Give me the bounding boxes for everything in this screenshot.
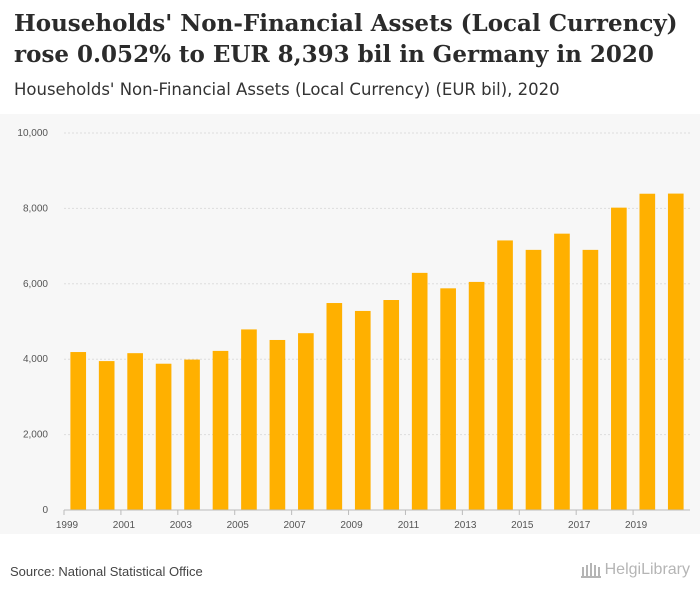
chart-subtitle: Households' Non-Financial Assets (Local … — [14, 80, 560, 99]
x-tick-label: 2003 — [170, 520, 193, 531]
bar-chart: 0 2,000 4,000 6,000 8,000 10,000 1999 2001 2003… — [17, 128, 690, 531]
bars — [70, 193, 684, 510]
bar-2019[interactable] — [639, 193, 656, 510]
bar-2012[interactable] — [440, 288, 456, 510]
x-tick-label: 2013 — [454, 520, 477, 531]
bar-2015[interactable] — [525, 249, 542, 510]
page-title: Households' Non-Financial Assets (Local … — [14, 10, 678, 68]
helgi-library-logo[interactable]: HelgiLibrary — [580, 561, 690, 579]
bar-2020[interactable] — [667, 193, 684, 510]
y-tick-label: 0 — [42, 505, 48, 516]
bar-2008[interactable] — [326, 303, 343, 510]
y-tick-label: 10,000 — [17, 128, 48, 139]
y-tick-label: 6,000 — [23, 279, 48, 290]
bar-2014[interactable] — [497, 240, 513, 510]
bar-2006[interactable] — [269, 339, 286, 510]
bar-2007[interactable] — [298, 333, 314, 510]
x-tick-label: 2011 — [398, 520, 420, 531]
x-tick-label: 2015 — [511, 520, 534, 531]
logo-text: HelgiLibrary — [604, 561, 690, 578]
bar-2000[interactable] — [98, 361, 115, 510]
bar-2018[interactable] — [611, 207, 627, 510]
x-tick-label: 2019 — [625, 520, 648, 531]
bar-2013[interactable] — [468, 281, 485, 510]
bar-2016[interactable] — [554, 233, 570, 510]
bar-2009[interactable] — [354, 310, 371, 510]
y-tick-label: 2,000 — [23, 430, 48, 441]
bar-2017[interactable] — [582, 249, 599, 510]
x-tick-label: 2017 — [568, 520, 591, 531]
bar-1999[interactable] — [70, 352, 87, 510]
library-building-icon — [580, 563, 601, 578]
y-axis-ticks: 0 2,000 4,000 6,000 8,000 10,000 — [17, 128, 48, 516]
x-tick-label: 1999 — [56, 520, 79, 531]
bar-2003[interactable] — [184, 359, 200, 510]
bar-2011[interactable] — [411, 272, 428, 510]
x-tick-label: 2001 — [113, 520, 136, 531]
bar-2010[interactable] — [383, 300, 400, 510]
bar-2001[interactable] — [127, 353, 143, 510]
x-tick-label: 2007 — [284, 520, 307, 531]
y-tick-label: 4,000 — [23, 354, 48, 365]
source-note: Source: National Statistical Office — [10, 564, 203, 579]
y-tick-label: 8,000 — [23, 203, 48, 214]
bar-2002[interactable] — [155, 363, 172, 510]
x-axis-ticks: 1999 2001 2003 2005 2007 2009 2011 2013 2015 2017… — [56, 510, 648, 531]
x-tick-label: 2009 — [340, 520, 363, 531]
bar-2005[interactable] — [241, 329, 257, 510]
bar-2004[interactable] — [212, 350, 229, 510]
x-tick-label: 2005 — [227, 520, 250, 531]
